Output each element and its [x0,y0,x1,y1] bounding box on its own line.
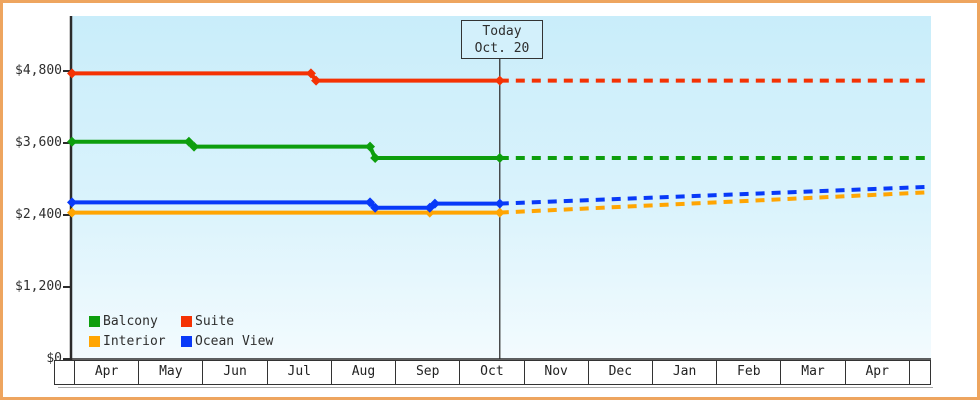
today-date: Oct. 20 [474,41,530,56]
series-line-forecast-interior [499,190,931,215]
data-point-marker-suite [67,68,77,79]
data-point-marker-balcony [494,153,505,163]
data-point-marker-interior [67,207,77,218]
legend-swatch-icon [89,315,100,327]
month-cell-may: May [138,361,202,384]
data-point-marker-suite [311,75,322,86]
month-cell-sep: Sep [395,361,459,384]
month-cell-apr: Apr [844,361,909,384]
y-axis-label: $2,400 [15,207,62,222]
x-axis-month-band: Apr May Jun Jul Aug Sep Oct Nov Dec Jan Feb Mar Apr [54,360,931,385]
today-marker-box: Today Oct. 20 [461,20,543,59]
y-axis-label: $3,600 [15,135,62,150]
month-band-lead-stub [55,361,74,384]
y-axis-label: $0 [46,351,62,366]
data-point-marker-balcony [189,141,200,152]
series-line-history-balcony [72,139,500,160]
legend-item-balcony: Balcony [89,311,181,331]
month-cell-feb: Feb [716,361,780,384]
month-band-trail-stub [908,361,930,384]
legend-label: Balcony [103,313,158,329]
plot-background [72,16,931,359]
data-point-marker-balcony [67,136,77,147]
data-point-marker-ocean-view [365,197,376,208]
legend-label: Suite [195,313,235,329]
month-cell-aug: Aug [330,361,395,384]
data-point-marker-ocean-view [370,202,381,213]
month-cell-mar: Mar [780,361,844,384]
series-line-forecast-ocean-view [499,184,931,206]
legend-item-suite: Suite [181,311,273,331]
series-line-history-ocean-view [72,200,500,210]
y-axis-label: $1,200 [15,279,62,294]
legend-swatch-icon [89,335,100,347]
data-point-marker-balcony [365,141,376,152]
month-cell-jun: Jun [202,361,266,384]
data-point-marker-interior [494,207,505,218]
data-point-marker-ocean-view [429,198,440,209]
legend-item-ocean-view: Ocean View [181,331,273,351]
month-cell-oct: Oct [459,361,523,384]
month-cell-nov: Nov [523,361,588,384]
today-label: Today [482,24,522,39]
legend-label: Ocean View [195,333,274,349]
data-point-marker-suite [305,68,316,79]
month-cell-jan: Jan [651,361,716,384]
data-point-marker-balcony [370,153,381,163]
legend-swatch-icon [181,315,192,327]
legend-label: Interior [103,333,166,349]
data-point-marker-suite [494,75,505,86]
month-cell-dec: Dec [587,361,652,384]
y-axis-label: $4,800 [15,63,62,78]
data-point-marker-ocean-view [494,198,505,209]
legend-swatch-icon [181,335,192,347]
series-line-history-suite [72,71,500,83]
month-cell-jul: Jul [266,361,331,384]
month-cell-apr: Apr [74,361,138,384]
legend-item-interior: Interior [89,331,181,351]
data-point-marker-ocean-view [67,197,77,208]
chart-legend: Balcony Suite Interior Ocean View [89,311,273,351]
